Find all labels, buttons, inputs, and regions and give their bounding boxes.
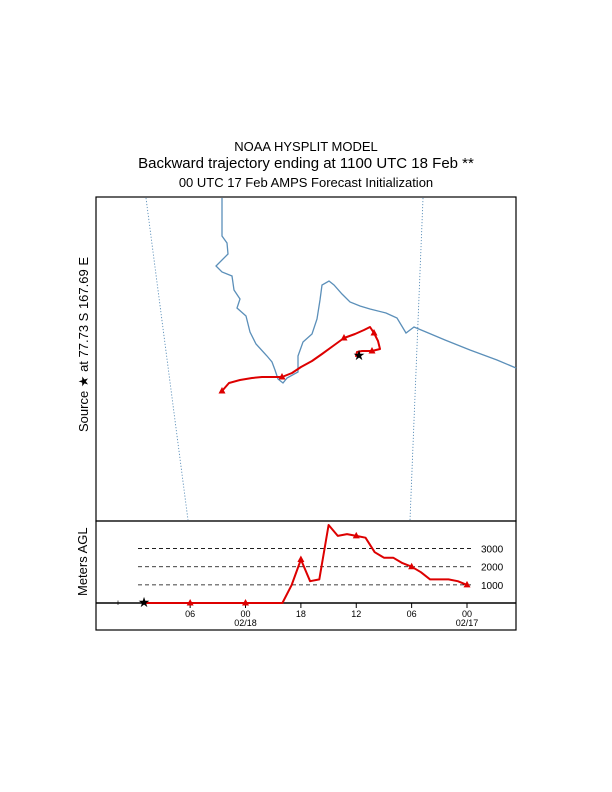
map-point-marker (370, 329, 378, 336)
height-point-marker (463, 580, 471, 588)
map-point-marker (368, 347, 376, 354)
source-star-icon: ★ (353, 348, 366, 364)
height-point-marker (352, 531, 360, 539)
start-star-icon: ★ (138, 595, 151, 611)
map-layer: ★ (145, 197, 517, 521)
height-point-marker (186, 599, 194, 606)
map-point-marker (340, 334, 348, 341)
map-point-marker (278, 373, 286, 380)
x-tick-label: 00 (462, 609, 472, 619)
x-tick-label: 06 (407, 609, 417, 619)
map-frame (95, 196, 517, 522)
height-point-marker (297, 555, 305, 562)
meridian-line-west (145, 197, 189, 521)
x-tick-date: 02/17 (456, 618, 479, 628)
x-tick-date: 02/18 (234, 618, 257, 628)
height-axis-label: Meters AGL (75, 527, 90, 596)
x-tick-label: 00 (241, 609, 251, 619)
model-title: NOAA HYSPLIT MODEL (234, 139, 378, 154)
reference-label-1000: 1000 (481, 581, 504, 592)
x-tick-label: 18 (296, 609, 306, 619)
meridian-line-east (409, 197, 424, 521)
height-point-marker (408, 562, 416, 570)
map-trajectory-markers (218, 329, 378, 394)
reference-label-3000: 3000 (481, 545, 504, 556)
map-point-marker (218, 387, 226, 394)
reference-label-2000: 2000 (481, 563, 504, 574)
x-tick-label: 12 (351, 609, 361, 619)
height-panel-frame (95, 520, 517, 631)
panel-edge-mark-icon: + (115, 598, 120, 608)
height-point-marker (242, 599, 250, 606)
initialization-subtitle: 00 UTC 17 Feb AMPS Forecast Initializati… (178, 175, 434, 190)
height-trajectory-line (144, 524, 468, 604)
trajectory-title: Backward trajectory ending at 1100 UTC 1… (138, 155, 474, 172)
coastline (215, 198, 517, 384)
x-tick-label: 06 (185, 609, 195, 619)
source-location-label: Source ★ at 77.73 S 167.69 E (76, 257, 91, 432)
